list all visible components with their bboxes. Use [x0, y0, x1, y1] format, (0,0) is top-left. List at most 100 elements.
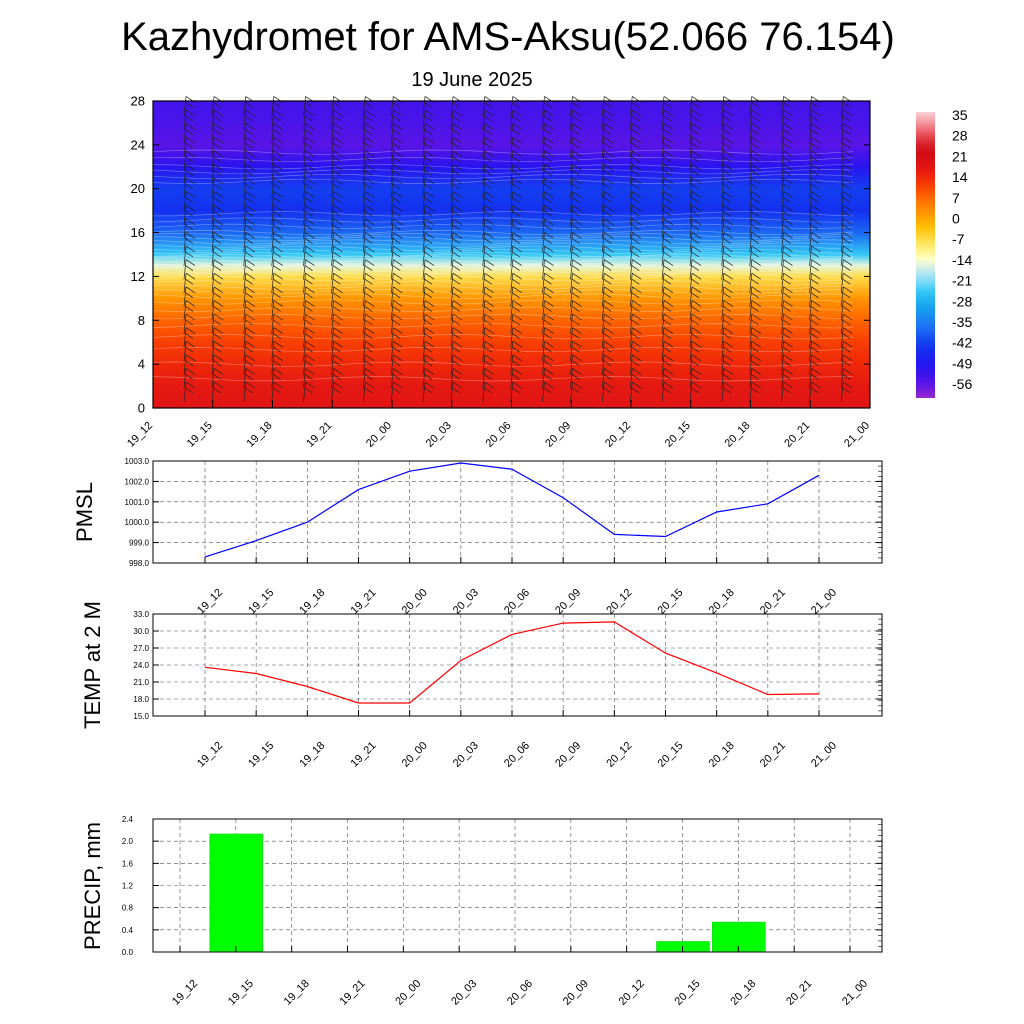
colorbar-fill [916, 112, 935, 398]
wind-barb [243, 150, 255, 171]
wind-barb [601, 313, 614, 335]
wind-barb [390, 368, 403, 389]
wind-barb [183, 340, 196, 362]
wind-barb [809, 204, 821, 226]
wind-barb [781, 272, 793, 294]
wind-barb [183, 300, 196, 321]
contour-line [152, 265, 854, 271]
y-tick-label: 28 [131, 94, 145, 109]
wind-barb [689, 354, 702, 375]
wind-barb [601, 272, 614, 294]
x-tick-label: 19_12 [170, 978, 200, 1008]
wind-barb [303, 381, 315, 403]
chart-subtitle: 19 June 2025 [411, 69, 532, 91]
wind-barb [331, 340, 343, 362]
contour-line [152, 245, 854, 251]
wind-barb [510, 245, 522, 267]
wind-barb [482, 368, 494, 389]
wind-barb [840, 381, 853, 403]
wind-barb [390, 354, 403, 375]
wind-barb [482, 136, 494, 158]
wind-barb [450, 204, 463, 226]
wind-barb [243, 177, 255, 199]
wind-barb [781, 150, 793, 171]
wind-barb [211, 109, 224, 131]
wind-barb [570, 245, 582, 267]
wind-barb [749, 136, 761, 158]
wind-barb [303, 136, 315, 158]
wind-barb [601, 232, 614, 253]
x-tick-label: 19_12 [125, 420, 155, 450]
wind-barb [271, 164, 283, 185]
pmsl-x-axis: 19_12 19_15 19_18 19_21 20_00 20_03 20_06 20_09… [195, 557, 839, 617]
wind-barb [542, 191, 554, 212]
wind-barb [629, 123, 642, 144]
wind-barb [243, 204, 255, 226]
y-tick-label: 1000.0 [125, 518, 150, 527]
wind-barb [390, 340, 403, 362]
wind-barb [601, 218, 614, 239]
precip-x-axis: 19_12 19_15 19_18 19_21 20_00 20_03 20_06 20_09… [170, 946, 870, 1008]
wind-barb [211, 123, 224, 144]
temp-line [204, 621, 820, 704]
x-tick-label: 20_12 [603, 420, 633, 450]
chart-title: Kazhydromet for AMS-Aksu(52.066 76.154) [121, 15, 895, 59]
x-tick-label: 20_09 [561, 978, 591, 1008]
wind-barb [183, 218, 196, 239]
wind-barb [689, 191, 702, 212]
x-tick-label: 19_21 [304, 420, 334, 450]
x-tick-label: 19_21 [338, 978, 368, 1008]
wind-barb [781, 286, 793, 307]
wind-barb [482, 109, 494, 131]
wind-barb [183, 177, 196, 199]
y-tick-label: 0.8 [122, 904, 134, 913]
wind-barb [243, 381, 255, 403]
wind-barb [570, 272, 582, 294]
wind-barb [570, 177, 582, 199]
wind-barb [570, 313, 582, 335]
wind-barb [721, 150, 733, 171]
y-tick-label: 0 [138, 401, 145, 416]
x-tick-label: 20_00 [400, 587, 430, 617]
contour-line [152, 289, 854, 295]
wind-barb [390, 191, 403, 212]
wind-barb [601, 150, 614, 171]
contour-line [152, 262, 854, 269]
wind-barb [840, 232, 853, 253]
y-tick-label: 998.0 [129, 559, 150, 568]
wind-barb [661, 204, 674, 226]
colorbar: 35 28 21 14 7 0 -7 -14 -21 -28 -35 -42 -49 -56 [916, 107, 972, 398]
wind-barb [390, 164, 403, 185]
wind-barb [721, 286, 733, 307]
precip-bars [209, 833, 766, 953]
wind-barb [661, 313, 674, 335]
wind-barb [689, 286, 702, 307]
wind-barb [510, 259, 522, 280]
x-tick-label: 20_21 [758, 740, 788, 770]
wind-barb [422, 164, 435, 185]
wind-barb [689, 300, 702, 321]
y-tick-label: 2.0 [122, 837, 134, 846]
wind-barb [331, 381, 343, 403]
wind-barb [570, 136, 582, 158]
wind-barb [422, 232, 435, 253]
x-tick-label: 20_00 [400, 740, 430, 770]
x-tick-label: 19_18 [282, 978, 312, 1008]
wind-barb [271, 381, 283, 403]
wind-barb [303, 218, 315, 239]
colorbar-label: -14 [952, 252, 972, 268]
wind-barb [450, 354, 463, 375]
wind-barb [542, 109, 554, 131]
wind-barb [781, 136, 793, 158]
wind-barb [243, 300, 255, 321]
contour-line [152, 242, 854, 248]
wind-barb [271, 286, 283, 307]
wind-barb [331, 136, 343, 158]
wind-barb [542, 218, 554, 239]
wind-barb [271, 259, 283, 280]
wind-barb [450, 245, 463, 267]
wind-barb [721, 232, 733, 253]
wind-barb [390, 177, 403, 199]
wind-barb [809, 164, 821, 185]
wind-barb [809, 259, 821, 280]
